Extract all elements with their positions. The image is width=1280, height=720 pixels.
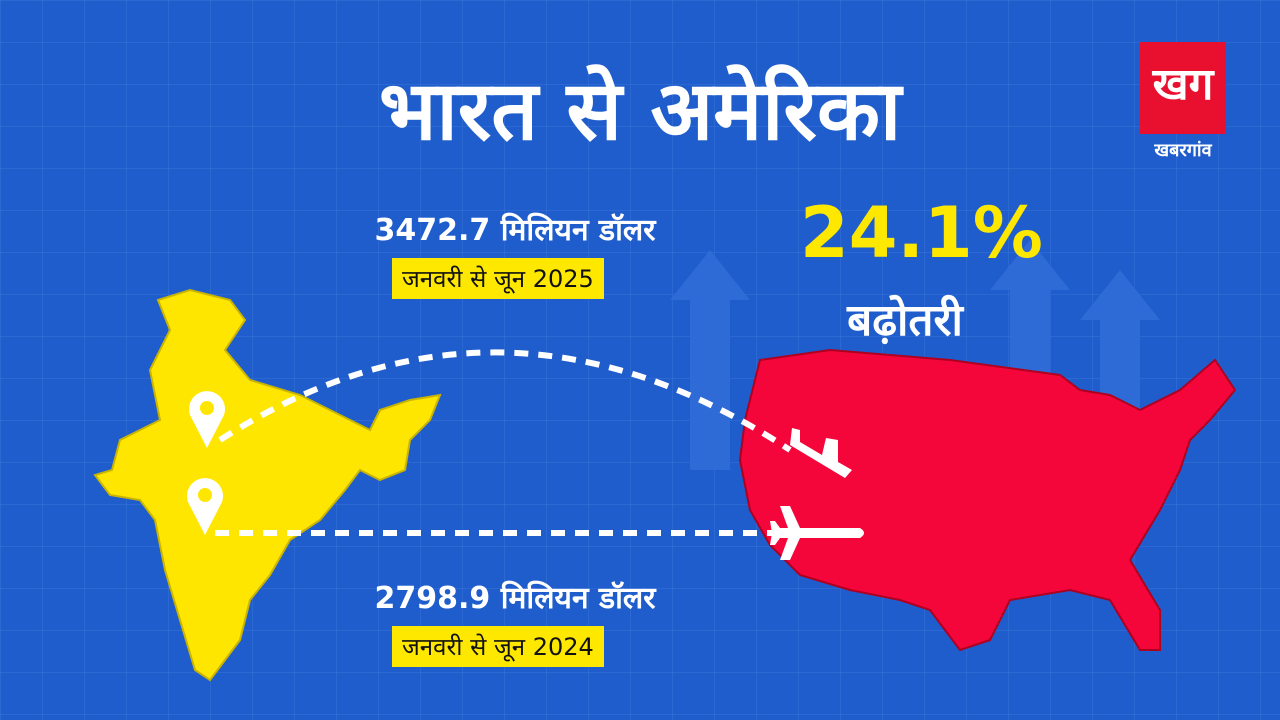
- india-map: [93, 288, 442, 682]
- current-amount: 3472.7 मिलियन डॉलर: [374, 213, 656, 248]
- logo-box: [1140, 42, 1226, 134]
- current-period: जनवरी से जून 2025: [392, 258, 604, 299]
- usa-map: [738, 348, 1237, 652]
- pins: [186, 391, 225, 535]
- previous-period: जनवरी से जून 2024: [392, 626, 604, 667]
- previous-amount: 2798.9 मिलियन डॉलर: [374, 581, 656, 616]
- logo-name: खबरगांव: [1154, 140, 1212, 161]
- growth-label: बढ़ोतरी: [847, 295, 963, 346]
- route-2025: [218, 349, 792, 453]
- title: भारत से अमेरिका: [378, 64, 902, 159]
- growth-percent: 24.1%: [800, 192, 1043, 274]
- logo-mark: खग: [1152, 59, 1214, 110]
- planes: [770, 428, 864, 560]
